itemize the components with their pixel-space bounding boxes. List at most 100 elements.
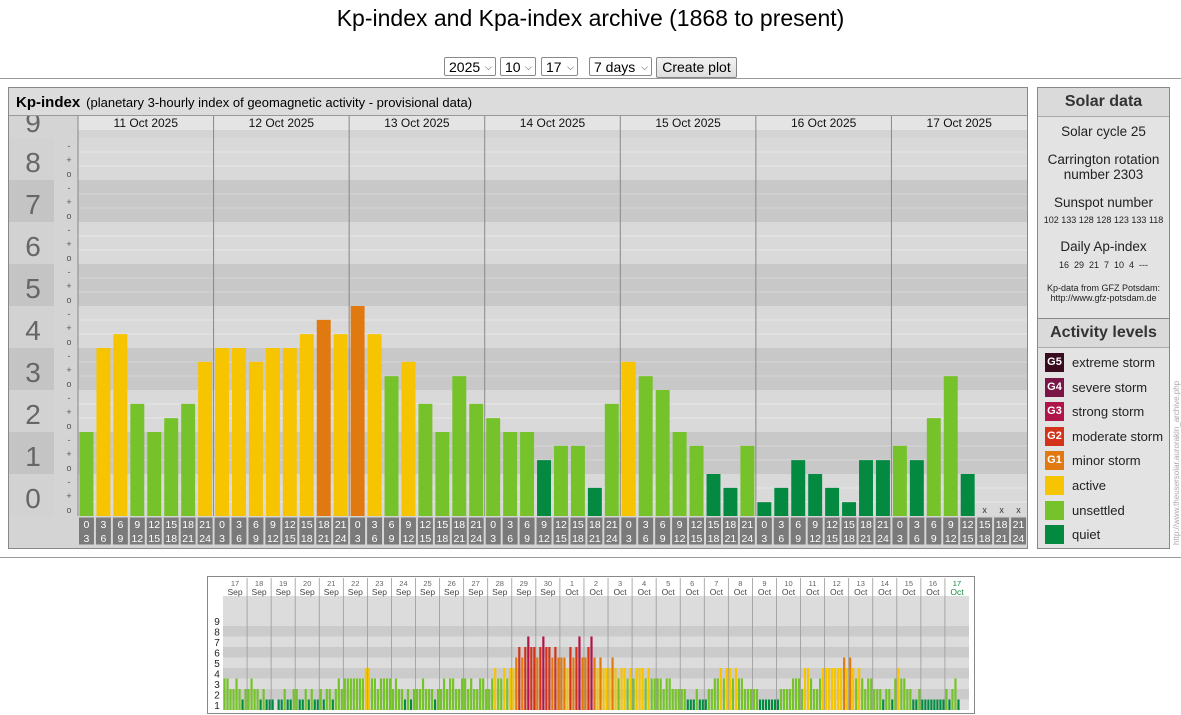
overview-bar: [834, 668, 837, 710]
overview-bar: [800, 689, 804, 710]
hour-start-label: 6: [795, 519, 801, 531]
y-tick-label: 9: [25, 116, 41, 138]
overview-bar: [623, 668, 626, 710]
hour-end-label: 3: [219, 533, 225, 545]
hour-end-label: 24: [877, 533, 889, 545]
hour-end-label: 18: [708, 533, 720, 545]
overview-bar: [764, 699, 768, 710]
overview-bar: [226, 678, 229, 710]
hour-cell: [738, 516, 756, 546]
hour-cell: [298, 516, 316, 546]
hour-end-label: 24: [470, 533, 482, 545]
day-label: 13 Oct 2025: [384, 116, 450, 130]
hour-start-label: 0: [626, 519, 632, 531]
divider: [0, 78, 1181, 79]
y-subtick-label: o: [66, 169, 71, 179]
hour-end-label: 15: [555, 533, 567, 545]
day-label: 16 Oct 2025: [791, 116, 857, 130]
create-plot-button[interactable]: Create plot: [656, 57, 737, 78]
overview-bar: [244, 689, 247, 710]
chevron-down-icon: ⌵: [485, 62, 492, 72]
day-header-cell: [755, 116, 892, 130]
kp-bar: [723, 487, 738, 516]
hour-start-label: 15: [843, 519, 855, 531]
hour-start-label: 0: [84, 519, 90, 531]
kp-bar: [604, 403, 619, 516]
hour-end-label: 21: [725, 533, 737, 545]
overview-bar: [785, 689, 789, 710]
kp-bar: [181, 403, 196, 516]
overview-month-label: Sep: [372, 587, 387, 597]
overview-bar: [301, 699, 304, 710]
hour-start-label: 6: [660, 519, 666, 531]
hour-cell: [230, 516, 248, 546]
overview-day-number: 28: [496, 579, 504, 588]
solar-data-panel: Solar data Solar cycle 25 Carrington rot…: [1037, 87, 1170, 327]
hour-cell: [501, 516, 519, 546]
overview-bar: [406, 689, 410, 710]
hour-cell: [993, 516, 1011, 546]
overview-bar: [421, 678, 425, 710]
overview-day-number: 5: [666, 579, 670, 588]
activity-levels-panel: Activity levels G5 extreme storm G4 severe …: [1037, 318, 1170, 549]
kp-chart: 0123456789-+o-+o-+o-+o-+o-+o-+o-+o-+o11 …: [9, 116, 1027, 546]
overview-bar: [665, 678, 668, 710]
overview-bar: [575, 647, 578, 710]
overview-y-label: 4: [214, 670, 220, 681]
kp-bar: [130, 403, 145, 516]
overview-bar: [409, 699, 413, 710]
day-label: 12 Oct 2025: [249, 116, 315, 130]
hour-end-label: 6: [778, 533, 784, 545]
overview-day-number: 25: [423, 579, 431, 588]
hour-start-label: 12: [420, 519, 432, 531]
hour-end-label: 12: [403, 533, 415, 545]
overview-bar: [235, 678, 238, 710]
overview-bar: [840, 668, 843, 710]
hour-cell: [315, 516, 333, 546]
overview-day-number: 24: [399, 579, 407, 588]
hour-end-label: 15: [284, 533, 296, 545]
overview-bar: [358, 678, 361, 710]
overview-bar: [758, 699, 762, 710]
overview-bar: [512, 668, 515, 710]
overview-bar: [942, 699, 945, 710]
kp-bar: [791, 460, 806, 516]
hour-cell: [196, 516, 214, 546]
overview-month-label: Oct: [782, 587, 796, 597]
range-select[interactable]: 7 days ⌵: [589, 57, 652, 76]
overview-bar: [620, 668, 623, 710]
day-select[interactable]: 17 ⌵: [541, 57, 578, 76]
month-select[interactable]: 10 ⌵: [500, 57, 536, 76]
day-label: 15 Oct 2025: [655, 116, 721, 130]
kp-bar: [960, 474, 975, 516]
overview-bar: [710, 689, 713, 710]
hour-end-label: 3: [490, 533, 496, 545]
overview-month-label: Sep: [300, 587, 315, 597]
overview-bar: [743, 689, 747, 710]
hour-cell: [654, 516, 672, 546]
overview-bar: [861, 678, 864, 710]
overview-bar: [271, 699, 274, 710]
y-tick-label: 6: [25, 231, 41, 262]
overview-day-number: 3: [618, 579, 622, 588]
overview-bar: [262, 689, 265, 710]
source-link[interactable]: http://www.gfz-potsdam.de: [1050, 293, 1157, 303]
overview-bar: [852, 668, 855, 710]
overview-day-number: 17: [953, 579, 961, 588]
kp-bar: [350, 306, 365, 516]
overview-band: [223, 689, 969, 700]
year-select[interactable]: 2025 ⌵: [444, 57, 496, 76]
overview-bar: [497, 678, 500, 710]
overview-y-label: 1: [214, 701, 220, 712]
overview-bar: [918, 689, 921, 710]
y-subtick-label: +: [66, 365, 71, 375]
overview-band: [223, 647, 969, 658]
kp-bar: [672, 432, 687, 516]
overview-bar: [797, 678, 801, 710]
overview-bar: [731, 678, 734, 710]
hour-cell: [874, 516, 892, 546]
kp-bar: [808, 474, 823, 516]
kp-bar: [520, 432, 535, 516]
overview-month-label: Oct: [734, 587, 748, 597]
overview-bar: [698, 699, 701, 710]
